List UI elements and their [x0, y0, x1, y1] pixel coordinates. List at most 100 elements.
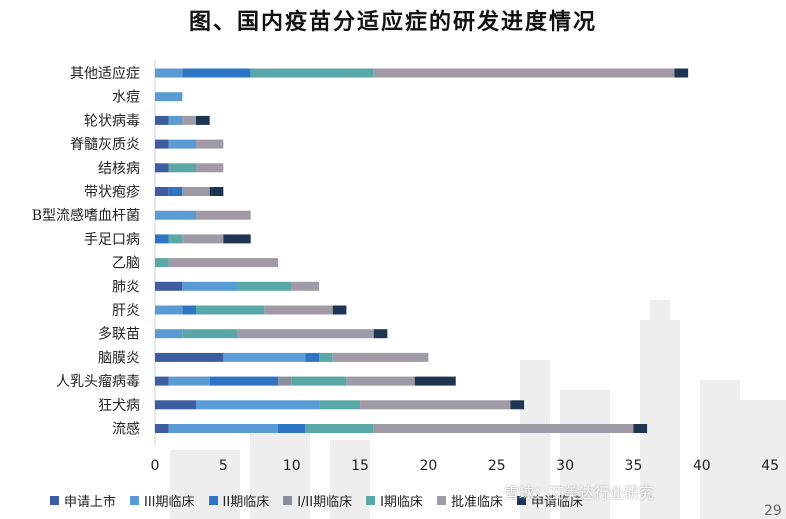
bar-segment — [414, 376, 456, 386]
legend-swatch — [366, 495, 376, 505]
category-label: 结核病 — [98, 161, 140, 177]
legend-item: 申请临床 — [516, 490, 583, 510]
category-label: 带状疱疹 — [84, 185, 140, 201]
bar-segment — [209, 187, 224, 196]
bar-segment — [360, 400, 511, 410]
bar-segment — [155, 329, 183, 339]
legend-swatch — [436, 495, 446, 505]
legend-swatch — [516, 495, 526, 505]
bar-segment — [168, 115, 183, 125]
category-label: 脊髓灰质炎 — [70, 137, 140, 153]
bar-segment — [155, 258, 169, 268]
bar-segment — [196, 163, 224, 173]
bar-segment — [305, 424, 374, 433]
bar-segment — [168, 163, 197, 173]
bar-segment — [250, 68, 374, 78]
legend-label: 申请临床 — [530, 494, 583, 510]
bar-segment — [155, 163, 169, 173]
watermark: 雪球：艾美达行业研究 — [504, 484, 655, 502]
bar-segment — [155, 305, 183, 315]
bar-segment — [155, 424, 169, 433]
category-label: 肺炎 — [112, 279, 140, 295]
category-label: 脑膜炎 — [98, 350, 140, 366]
bar-segment — [155, 234, 169, 244]
category-label: 其他适应症 — [70, 65, 140, 82]
legend-swatch — [50, 495, 59, 505]
category-label: 肝炎 — [112, 303, 140, 319]
bar-segment — [196, 210, 251, 220]
bar-segment — [155, 352, 224, 362]
bar-segment — [182, 329, 238, 339]
bar-segment — [196, 305, 265, 315]
bar-segment — [237, 281, 292, 291]
bar-segment — [155, 68, 183, 78]
category-label: 多联苗 — [98, 326, 140, 343]
x-tick-label: 0 — [151, 458, 160, 474]
bar-segment — [291, 376, 347, 386]
bar-segment — [633, 424, 648, 433]
category-label: 狂犬病 — [98, 398, 140, 414]
legend-swatch — [130, 495, 140, 505]
bar-segment — [510, 400, 525, 410]
bar-segment — [373, 329, 388, 339]
legend-label: 申请上市 — [64, 494, 117, 510]
category-label: 人乳头瘤病毒 — [56, 373, 140, 390]
bar-segment — [182, 68, 251, 78]
bar-segment — [278, 376, 292, 386]
bar-segment — [168, 258, 279, 268]
bar-segment — [319, 400, 361, 410]
bar-segment — [332, 305, 347, 315]
bar-segment — [168, 376, 210, 386]
x-tick-label: 10 — [283, 458, 301, 474]
page-number: 29 — [764, 503, 782, 519]
bar-segment — [155, 210, 197, 220]
legend-label: I期临床 — [380, 494, 423, 510]
legend: 申请上市 III期临床 II期临床 I/II期临床 I期临床 批准临床 申请临床 — [50, 490, 583, 510]
bar-segment — [155, 115, 169, 125]
chart-title: 图、国内疫苗分适应症的研发进度情况 — [188, 9, 597, 35]
legend-item: II期临床 — [208, 490, 269, 510]
x-tick-label: 30 — [556, 458, 574, 474]
bar-segment — [196, 139, 224, 149]
bar-segment — [182, 234, 224, 244]
legend-label: I/II期临床 — [297, 494, 353, 510]
bar-segment — [155, 281, 183, 291]
legend-swatch — [283, 495, 293, 505]
x-tick-label: 35 — [625, 458, 643, 474]
bar-segment — [196, 400, 320, 410]
bar-segment — [237, 329, 374, 339]
bar-segment — [168, 424, 279, 433]
x-tick-label: 15 — [351, 458, 369, 474]
legend-label: 批准临床 — [450, 494, 503, 510]
bar-segment — [319, 352, 333, 362]
x-tick-label: 5 — [219, 458, 228, 474]
category-label: 手足口病 — [84, 232, 140, 248]
bar-segment — [182, 115, 197, 125]
category-label: B型流感嗜血杆菌 — [32, 207, 140, 224]
legend-item: III期临床 — [130, 490, 195, 510]
bar-segment — [155, 92, 183, 102]
bar-segment — [373, 424, 634, 433]
bar-segment — [155, 139, 169, 149]
bar-segment — [346, 376, 415, 386]
bar-segment — [168, 139, 197, 149]
bar-segment — [264, 305, 333, 315]
bar-segment — [155, 376, 169, 386]
bar-segment — [332, 352, 429, 362]
bar-segment — [168, 234, 183, 244]
category-label: 流感 — [112, 421, 140, 438]
bar-segment — [182, 305, 197, 315]
bar-segment — [168, 187, 183, 196]
legend-item: 申请上市 — [50, 490, 116, 510]
bar-segment — [196, 115, 210, 125]
category-label: 乙脑 — [112, 256, 140, 272]
bar-segment — [155, 187, 169, 196]
legend-item: I期临床 — [366, 490, 423, 510]
legend-item: I/II期临床 — [283, 490, 352, 510]
legend-label: III期临床 — [144, 494, 195, 510]
bar-segment — [223, 234, 251, 244]
legend-item: 批准临床 — [436, 490, 503, 510]
bar-segment — [291, 281, 320, 291]
